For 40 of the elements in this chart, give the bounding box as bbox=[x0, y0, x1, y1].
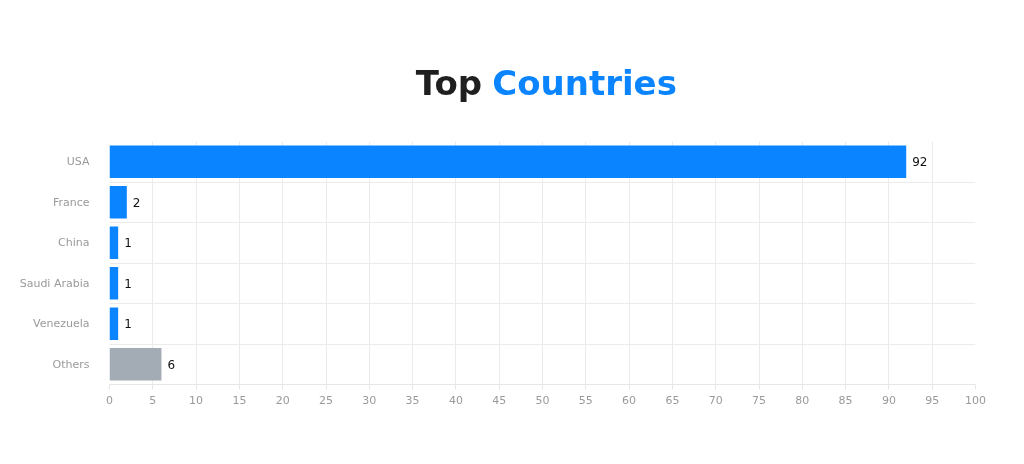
bar bbox=[109, 307, 119, 340]
x-tick-label: 15 bbox=[232, 393, 247, 407]
y-tick-label: Others bbox=[52, 357, 90, 371]
x-tick-label: 25 bbox=[319, 393, 333, 407]
bar bbox=[109, 348, 162, 381]
chart-title: Top Countries bbox=[415, 62, 677, 103]
y-tick-label: Venezuela bbox=[33, 317, 90, 331]
x-tick-label: 60 bbox=[622, 393, 637, 407]
x-tick-label: 65 bbox=[665, 393, 680, 407]
data-label: 1 bbox=[124, 317, 132, 332]
x-tick-label: 85 bbox=[838, 393, 853, 407]
data-label: 6 bbox=[167, 357, 176, 372]
x-tick-label: 30 bbox=[362, 393, 377, 407]
x-tick-label: 80 bbox=[795, 393, 810, 407]
y-tick-label: China bbox=[58, 236, 90, 250]
bar bbox=[109, 186, 127, 219]
bar bbox=[109, 145, 907, 178]
x-tick-label: 20 bbox=[275, 393, 290, 407]
data-label: 1 bbox=[124, 276, 132, 291]
bar bbox=[109, 267, 119, 300]
x-tick-label: 40 bbox=[448, 393, 463, 407]
x-tick-label: 5 bbox=[149, 393, 157, 407]
y-tick-label: France bbox=[52, 195, 90, 209]
x-tick-label: 45 bbox=[492, 393, 507, 407]
x-tick-label: 50 bbox=[535, 393, 550, 407]
x-tick-label: 35 bbox=[405, 393, 420, 407]
data-label: 92 bbox=[912, 155, 928, 170]
x-tick-label: 100 bbox=[965, 393, 986, 407]
x-tick-label: 75 bbox=[752, 393, 766, 407]
bar bbox=[109, 226, 119, 259]
data-label: 2 bbox=[132, 195, 141, 210]
x-tick-label: 55 bbox=[578, 393, 593, 407]
y-tick-label: USA bbox=[66, 155, 90, 169]
x-tick-label: 10 bbox=[189, 393, 204, 407]
y-tick-label: Saudi Arabia bbox=[19, 276, 90, 290]
data-label: 1 bbox=[124, 236, 132, 251]
x-tick-label: 95 bbox=[925, 393, 940, 407]
x-tick-label: 0 bbox=[106, 393, 113, 407]
x-tick-label: 90 bbox=[881, 393, 896, 407]
x-tick-label: 70 bbox=[708, 393, 723, 407]
